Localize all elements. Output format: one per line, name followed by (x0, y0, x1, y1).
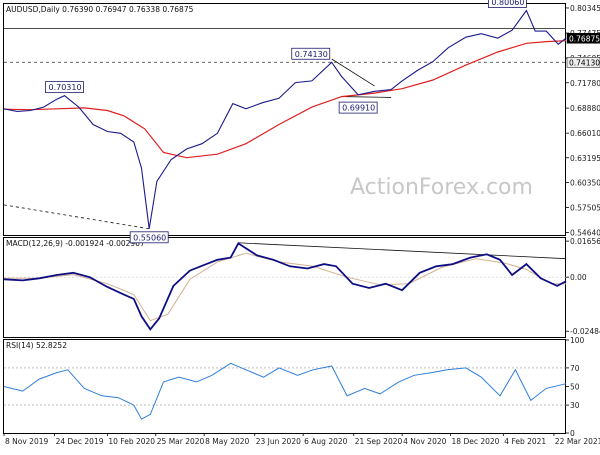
price-line (3, 9, 567, 229)
x-tick-label: 18 Dec 2020 (452, 437, 500, 446)
macd-y-tick-label: 0.00 (570, 273, 587, 282)
price-badge-1 (566, 57, 600, 68)
macd-y-tick-label: 0.016567 (570, 237, 600, 246)
rsi-y-tick-label: 0 (570, 429, 575, 438)
x-tick-label: 24 Dec 2019 (56, 437, 104, 446)
macd-panel-frame (3, 237, 566, 338)
x-tick-label: 6 Aug 2020 (304, 437, 347, 446)
price-y-tick-label: 0.60350 (570, 179, 600, 188)
price-badge-label-0: 0.76875 (569, 34, 600, 43)
macd-series (3, 242, 567, 331)
macd-y-axis: 0.016567 0.00 -0.02484 (566, 237, 600, 336)
rsi-series (3, 362, 567, 420)
x-axis: 8 Nov 2019 24 Dec 2019 10 Feb 2020 25 Mar 2… (3, 433, 600, 446)
macd-y-tick-label: -0.02484 (570, 327, 600, 336)
annotation-box-1 (129, 231, 169, 244)
rsi-y-tick-label: 50 (570, 383, 580, 392)
x-tick-label: 4 Feb 2021 (504, 437, 546, 446)
macd-panel-title: MACD(12,26,9) -0.001924 -0.002967 (6, 239, 145, 248)
annotation-box-4 (488, 0, 527, 8)
annotation-label-0: 0.70310 (48, 83, 81, 92)
x-tick-label: 8 May 2020 (205, 437, 249, 446)
price-y-axis: 0.803450.774750.746050.717800.688800.660… (566, 4, 600, 237)
price-y-tick-label: 0.80345 (570, 4, 600, 13)
rsi-y-tick-label: 70 (570, 364, 580, 373)
rsi-y-axis: 100 70 50 30 0 (566, 336, 585, 438)
price-trendline-1 (331, 58, 375, 87)
price-y-tick-label: 0.63195 (570, 154, 600, 163)
watermark: ActionForex.com (350, 175, 533, 200)
rsi-panel-title: RSI(14) 52.8252 (6, 341, 67, 350)
rsi-y-tick-label: 30 (570, 401, 580, 410)
annotation-label-4: 0.80060 (491, 0, 524, 7)
price-panel-title: AUDUSD,Daily 0.76390 0.76947 0.76338 0.7… (6, 5, 194, 14)
rsi-line (3, 362, 567, 420)
rsi-y-tick-label: 100 (570, 336, 585, 345)
price-trendline-0 (3, 204, 150, 230)
x-tick-label: 22 Mar 2021 (555, 437, 600, 446)
annotation-label-3: 0.69910 (342, 104, 375, 113)
x-tick-label: 23 Jun 2020 (256, 437, 301, 446)
price-y-tick-label: 0.66010 (570, 129, 600, 138)
price-y-tick-label: 0.54640 (570, 228, 600, 237)
x-tick-label: 21 Sep 2020 (355, 437, 403, 446)
price-y-tick-label: 0.71780 (570, 79, 600, 88)
price-trendline-2 (341, 96, 392, 98)
price-y-tick-label: 0.68880 (570, 104, 600, 113)
annotation-box-3 (338, 101, 378, 114)
annotation-box-0 (45, 81, 84, 94)
price-y-tick-label: 0.57505 (570, 203, 600, 212)
macd-trendline-0 (238, 242, 567, 260)
annotation-box-2 (291, 47, 331, 60)
moving-average-line (3, 40, 567, 159)
annotation-label-1: 0.55060 (133, 233, 166, 242)
price-trendlines (3, 58, 392, 230)
price-badge-label-1: 0.74130 (569, 58, 600, 67)
x-tick-label: 10 Feb 2020 (108, 437, 155, 446)
macd-line (3, 242, 567, 331)
price-series (3, 9, 567, 229)
rsi-panel-frame (3, 339, 566, 434)
x-tick-label: 4 Nov 2020 (403, 437, 446, 446)
price-annotations: 0.70310 0.55060 0.74130 0.69910 0.80060 (45, 0, 527, 244)
price-badge-0 (566, 33, 600, 44)
x-tick-label: 25 Mar 2020 (157, 437, 205, 446)
x-tick-label: 8 Nov 2019 (5, 437, 48, 446)
price-panel-frame (3, 3, 566, 236)
annotation-label-2: 0.74130 (295, 50, 328, 59)
